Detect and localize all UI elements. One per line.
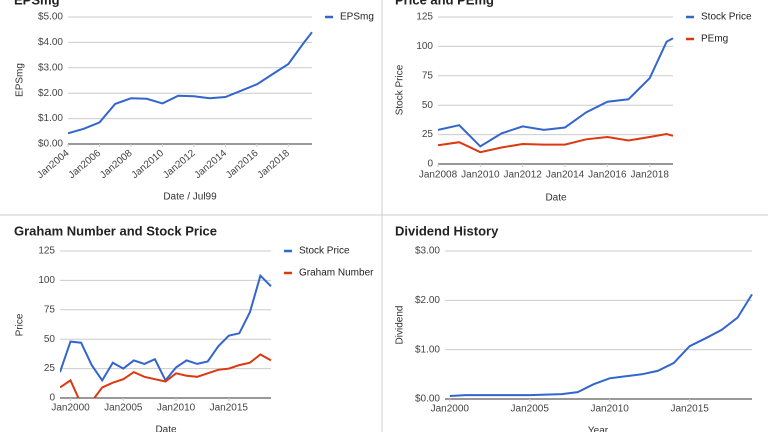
legend-label: Graham Number (299, 268, 374, 279)
x-axis-title: Date (155, 425, 177, 432)
legend-label: EPSmg (340, 12, 374, 23)
x-axis-title: Date (545, 193, 567, 204)
y-tick-label: 100 (416, 41, 433, 52)
y-axis-title: EPSmg (15, 63, 26, 97)
y-axis-title: Price (15, 313, 26, 336)
x-tick-label: Jan2010 (461, 170, 500, 181)
y-tick-label: 75 (422, 70, 434, 81)
y-tick-label: 25 (422, 129, 434, 140)
series-line (438, 37, 674, 148)
y-tick-label: 50 (422, 100, 434, 111)
y-tick-label: $5.00 (38, 12, 63, 23)
series-line (438, 132, 674, 154)
y-tick-label: $0.00 (38, 139, 63, 150)
y-tick-label: 0 (49, 393, 55, 404)
y-tick-label: $3.00 (415, 246, 440, 257)
x-tick-label: Jan2018 (631, 170, 670, 181)
x-tick-label: Jan2010 (130, 148, 167, 181)
x-tick-label: Jan2014 (546, 170, 585, 181)
chart-title: Dividend History (395, 223, 499, 238)
y-tick-label: 75 (44, 304, 56, 315)
y-tick-label: $0.00 (415, 394, 440, 405)
legend-label: Stock Price (299, 246, 350, 257)
legend-label: Stock Price (701, 12, 752, 23)
y-tick-label: $3.00 (38, 62, 63, 73)
x-tick-label: Jan2008 (98, 148, 135, 181)
x-tick-label: Jan2010 (591, 404, 630, 415)
x-tick-label: Jan2000 (431, 404, 470, 415)
x-tick-label: Jan2015 (210, 403, 249, 414)
y-tick-label: 125 (416, 12, 433, 23)
x-tick-label: Jan2004 (35, 148, 72, 181)
y-tick-label: $2.00 (415, 295, 440, 306)
x-tick-label: Jan2016 (224, 148, 261, 181)
series-line (449, 293, 753, 397)
y-axis-title: Dividend (395, 306, 406, 345)
x-axis-title: Year (588, 426, 609, 432)
x-tick-label: Jan2015 (670, 404, 709, 415)
series-line (60, 353, 272, 398)
x-tick-label: Jan2005 (511, 404, 550, 415)
legend-label: PEmg (701, 34, 728, 45)
x-tick-label: Jan2018 (256, 148, 293, 181)
x-tick-label: Jan2008 (419, 170, 458, 181)
x-tick-label: Jan2014 (193, 148, 230, 181)
series-line (68, 31, 313, 135)
y-tick-label: $1.00 (38, 113, 63, 124)
y-tick-label: 25 (44, 363, 56, 374)
y-tick-label: $2.00 (38, 88, 63, 99)
y-tick-label: $4.00 (38, 37, 63, 48)
x-tick-label: Jan2012 (503, 170, 542, 181)
y-tick-label: $1.00 (415, 344, 440, 355)
y-tick-label: 50 (44, 334, 56, 345)
x-tick-label: Jan2005 (104, 403, 143, 414)
y-tick-label: 100 (38, 275, 55, 286)
chart-title: Price and PEmg (395, 0, 494, 7)
x-tick-label: Jan2006 (67, 148, 104, 181)
y-axis-title: Stock Price (395, 64, 406, 115)
y-tick-label: 0 (427, 159, 433, 170)
x-tick-label: Jan2000 (51, 403, 90, 414)
chart-title: Graham Number and Stock Price (14, 223, 217, 238)
x-tick-label: Jan2010 (157, 403, 196, 414)
x-tick-label: Jan2012 (161, 148, 198, 181)
chart-title: EPSmg (14, 0, 60, 7)
x-tick-label: Jan2016 (588, 170, 627, 181)
x-axis-title: Date / Jul99 (163, 192, 217, 203)
y-tick-label: 125 (38, 246, 55, 257)
